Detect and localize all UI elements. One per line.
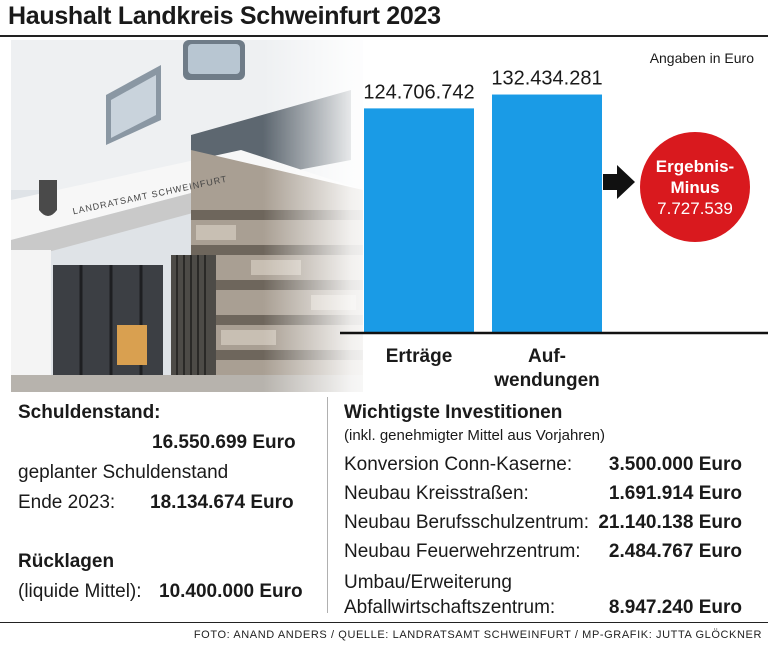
- data-label: 132.434.281: [491, 68, 602, 90]
- investment-name: Neubau Feuerwehrzentrum:: [344, 541, 581, 562]
- bar: [492, 94, 602, 332]
- investments-subheading: (inkl. genehmigter Mittel aus Vorjahren): [344, 427, 605, 444]
- reserves-heading: Rücklagen: [18, 551, 115, 572]
- investment-amount: 3.500.000 Euro: [608, 454, 742, 475]
- panel-divider: [327, 397, 328, 613]
- building-photo: LANDRATSAMT SCHWEINFURT: [11, 40, 363, 392]
- bar-chart: 124.706.742 Erträge 132.434.281 Auf-wendung…: [340, 68, 768, 391]
- unit-note: Angaben in Euro: [649, 50, 754, 66]
- result-label: Ergebnis-Minus: [655, 156, 735, 197]
- credit-line: FOTO: ANAND ANDERS / QUELLE: LANDRATSAMT…: [193, 629, 762, 641]
- bar: [364, 108, 474, 332]
- investment-name: Konversion Conn-Kaserne:: [344, 454, 573, 475]
- debt-value: 16.550.699 Euro: [152, 432, 296, 453]
- investments-heading: Wichtigste Investitionen: [344, 402, 563, 423]
- investment-name: Neubau Berufsschulzentrum:: [344, 512, 590, 533]
- investment-amount: 2.484.767 Euro: [608, 541, 742, 562]
- planned-debt-year: Ende 2023:: [18, 492, 116, 513]
- investment-row: Neubau Berufsschulzentrum: 21.140.138 Eu…: [344, 512, 754, 538]
- data-label: 124.706.742: [363, 81, 474, 103]
- result-circle: Ergebnis-Minus 7.727.539: [640, 132, 750, 242]
- planned-debt-value: 18.134.674 Euro: [150, 492, 294, 513]
- category-label: Auf-: [528, 346, 566, 367]
- category-label: Erträge: [386, 346, 453, 367]
- investment-row: Konversion Conn-Kaserne: 3.500.000 Euro: [344, 454, 754, 480]
- investment-amount: 8.947.240 Euro: [608, 597, 742, 618]
- category-label: wendungen: [493, 370, 600, 391]
- investment-name: Abfallwirtschaftszentrum:: [344, 597, 556, 618]
- debt-heading: Schuldenstand:: [18, 402, 161, 423]
- arrow-right-icon: [603, 165, 635, 199]
- investment-amount: 1.691.914 Euro: [608, 483, 742, 504]
- result-value: 7.727.539: [657, 198, 733, 218]
- footer-rule: [0, 622, 768, 623]
- investment-amount: 21.140.138 Euro: [598, 512, 742, 533]
- reserves-value: 10.400.000 Euro: [159, 581, 303, 602]
- investment-row: Neubau Kreisstraßen: 1.691.914 Euro: [344, 483, 754, 509]
- investment-row-label-line: Umbau/Erweiterung: [344, 572, 754, 598]
- title-rule: [0, 35, 768, 37]
- planned-debt-label: geplanter Schuldenstand: [18, 462, 229, 483]
- investment-name-line1: Umbau/Erweiterung: [344, 572, 512, 593]
- reserves-label: (liquide Mittel):: [18, 581, 142, 602]
- page-title: Haushalt Landkreis Schweinfurt 2023: [8, 2, 441, 30]
- investment-row: Neubau Feuerwehrzentrum: 2.484.767 Euro: [344, 541, 754, 567]
- investment-name: Neubau Kreisstraßen:: [344, 483, 529, 504]
- investment-row: Abfallwirtschaftszentrum: 8.947.240 Euro: [344, 597, 754, 623]
